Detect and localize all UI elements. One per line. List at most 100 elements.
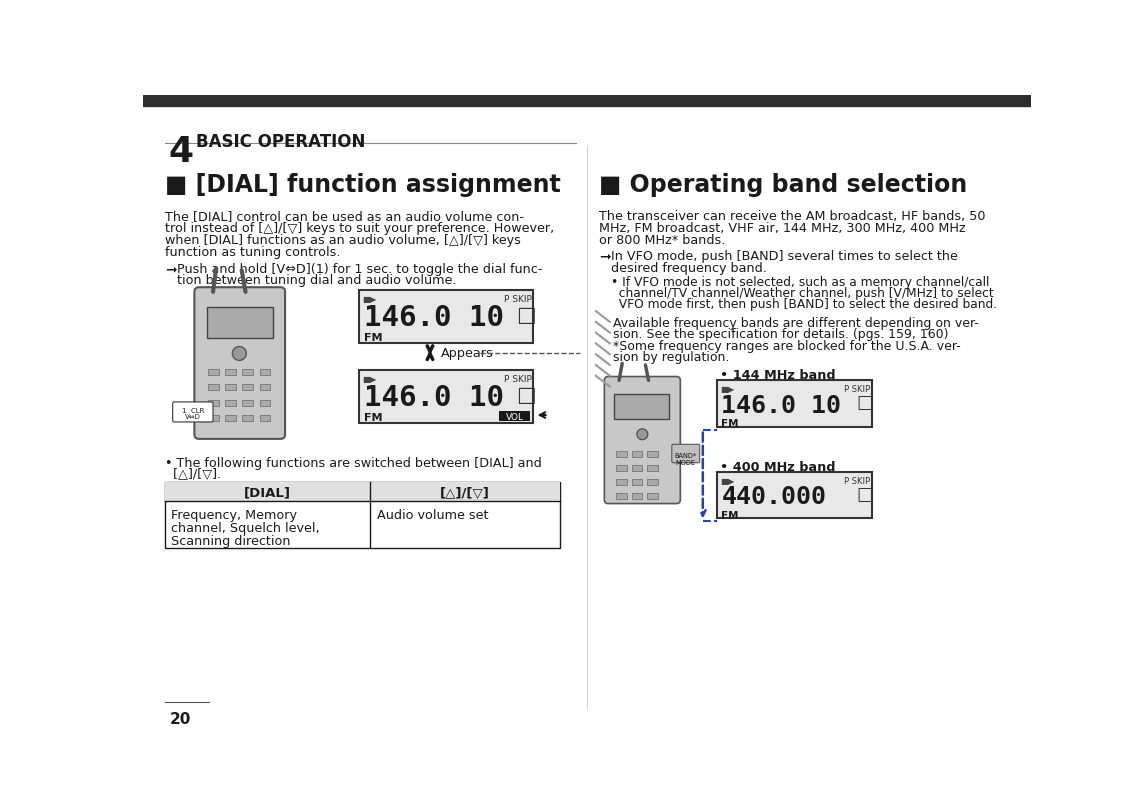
Text: □: □ [516,385,536,405]
Text: MODE: MODE [676,459,696,466]
Text: 146.0 10: 146.0 10 [364,383,504,411]
Text: sion by regulation.: sion by regulation. [613,351,729,364]
Bar [143,96,1031,107]
Bar [617,466,627,471]
Text: channel/TV channel/Weather channel, push [V/MHz] to select: channel/TV channel/Weather channel, push… [611,287,994,300]
Text: ■▶: ■▶ [362,375,377,384]
Bar [716,472,872,519]
FancyBboxPatch shape [604,377,681,504]
Text: [△]/[▽].: [△]/[▽]. [165,468,221,481]
Bar [617,479,627,486]
Text: Scanning direction: Scanning direction [171,535,291,548]
Text: channel, Squelch level,: channel, Squelch level, [171,522,320,535]
Bar [614,395,669,419]
Text: ■ [DIAL] function assignment: ■ [DIAL] function assignment [165,173,560,198]
Text: • 144 MHz band: • 144 MHz band [720,369,835,381]
Text: Audio volume set: Audio volume set [377,508,488,522]
Text: P SKIP: P SKIP [843,476,870,485]
Circle shape [233,347,246,361]
Text: ■ Operating band selection: ■ Operating band selection [599,173,967,198]
Bar [209,369,219,376]
Text: [DIAL]: [DIAL] [244,487,291,499]
Text: VFO mode first, then push [BAND] to select the desired band.: VFO mode first, then push [BAND] to sele… [611,298,997,311]
Text: ■▶: ■▶ [721,476,735,485]
Bar [617,451,627,458]
Text: V⇔D: V⇔D [185,414,201,420]
Text: ➞: ➞ [165,263,176,276]
Bar [165,483,560,501]
FancyBboxPatch shape [173,402,213,422]
Bar [259,400,270,406]
Bar [359,291,533,343]
Text: 1  CLR: 1 CLR [182,407,204,413]
Bar [243,415,253,422]
Text: VOL: VOL [505,413,524,422]
Text: Available frequency bands are different depending on ver-: Available frequency bands are different … [613,316,979,329]
Text: ■▶: ■▶ [362,295,377,304]
Bar [631,451,643,458]
Bar [209,385,219,391]
Text: Appears: Appears [441,347,494,360]
Text: FM: FM [721,510,739,520]
Bar [499,412,529,422]
Text: 20: 20 [170,711,191,727]
Bar [647,466,658,471]
Bar [617,493,627,499]
Text: BAND*: BAND* [675,452,697,459]
Bar [716,381,872,427]
Text: 440.000: 440.000 [721,485,826,508]
Bar [647,493,658,499]
Text: Push and hold [V⇔D](1) for 1 sec. to toggle the dial func-: Push and hold [V⇔D](1) for 1 sec. to tog… [178,263,543,275]
Text: The [DIAL] control can be used as an audio volume con-: The [DIAL] control can be used as an aud… [165,210,524,223]
Text: tion between tuning dial and audio volume.: tion between tuning dial and audio volum… [178,274,457,287]
Bar [647,451,658,458]
Bar [243,385,253,391]
Text: • 400 MHz band: • 400 MHz band [720,460,835,473]
Text: *Some frequency ranges are blocked for the U.S.A. ver-: *Some frequency ranges are blocked for t… [613,340,960,353]
Text: • If VFO mode is not selected, such as a memory channel/call: • If VFO mode is not selected, such as a… [611,275,990,288]
Text: The transceiver can receive the AM broadcast, HF bands, 50: The transceiver can receive the AM broad… [599,210,986,223]
Bar [259,369,270,376]
Text: Frequency, Memory: Frequency, Memory [171,508,297,522]
Text: trol instead of [△]/[▽] keys to suit your preference. However,: trol instead of [△]/[▽] keys to suit you… [165,222,555,235]
Text: FM: FM [721,418,739,429]
Text: P SKIP: P SKIP [503,375,532,384]
Text: P SKIP: P SKIP [843,385,870,393]
Bar [647,479,658,486]
Bar [226,385,236,391]
Bar [206,308,273,339]
Text: desired frequency band.: desired frequency band. [611,262,767,275]
Text: [△]/[▽]: [△]/[▽] [440,487,489,499]
Text: sion. See the specification for details. (pgs. 159, 160): sion. See the specification for details.… [613,328,949,340]
Text: 4: 4 [168,135,194,169]
Text: 146.0 10: 146.0 10 [721,393,841,418]
Text: □: □ [516,305,536,324]
Text: MHz, FM broadcast, VHF air, 144 MHz, 300 MHz, 400 MHz: MHz, FM broadcast, VHF air, 144 MHz, 300… [599,222,966,235]
Bar [226,369,236,376]
Bar [226,415,236,422]
Bar [209,415,219,422]
FancyBboxPatch shape [672,445,700,463]
Bar [259,385,270,391]
Bar [359,371,533,423]
Text: FM: FM [364,332,383,342]
Bar [243,400,253,406]
Text: function as tuning controls.: function as tuning controls. [165,246,340,259]
Text: 146.0 10: 146.0 10 [364,304,504,331]
Bar [631,466,643,471]
Text: □: □ [856,394,873,412]
Text: BASIC OPERATION: BASIC OPERATION [196,133,366,151]
Bar [631,479,643,486]
Text: ■▶: ■▶ [721,385,735,393]
Bar [243,369,253,376]
Text: when [DIAL] functions as an audio volume, [△]/[▽] keys: when [DIAL] functions as an audio volume… [165,234,520,247]
Bar [226,400,236,406]
Bar [259,415,270,422]
Text: P SKIP: P SKIP [503,295,532,304]
Bar [209,400,219,406]
Bar [631,493,643,499]
Text: FM: FM [364,413,383,422]
Text: • The following functions are switched between [DIAL] and: • The following functions are switched b… [165,456,542,469]
FancyBboxPatch shape [195,287,285,439]
Text: or 800 MHz* bands.: or 800 MHz* bands. [599,234,725,247]
